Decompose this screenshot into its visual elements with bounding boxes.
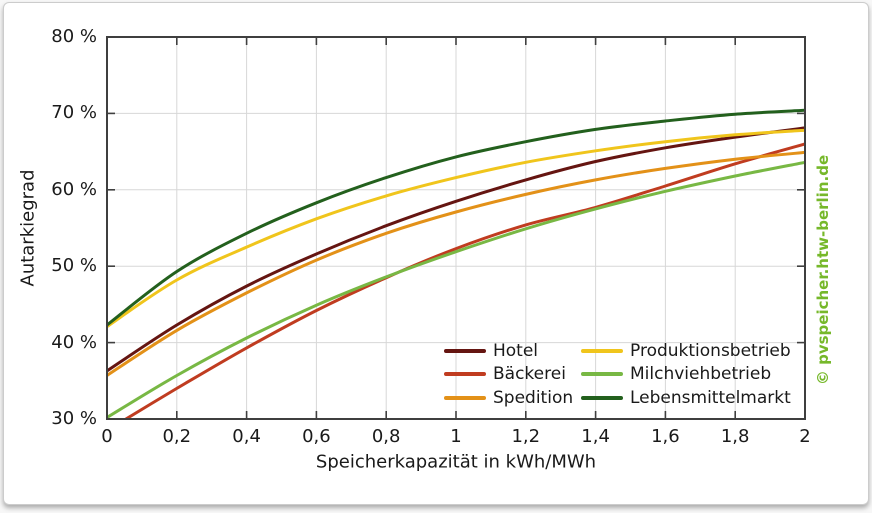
x-tick-label: 1,8: [720, 426, 750, 447]
y-tick-label: 50 %: [51, 255, 97, 277]
x-tick-label: 0,4: [232, 426, 261, 447]
curve-produktionsbetrieb: [107, 128, 805, 329]
legend-column: Hotel Bäckerei Spedition: [444, 339, 581, 410]
legend-line-swatch: [444, 395, 486, 400]
x-tick-label: 0,6: [302, 426, 331, 447]
curve-b-ckerei: [123, 142, 805, 419]
legend-label: Bäckerei: [493, 364, 566, 385]
y-tick-label: 70 %: [51, 102, 97, 124]
legend-line-swatch: [581, 395, 623, 400]
legend-line-swatch: [444, 348, 486, 353]
legend-line-swatch: [444, 372, 486, 377]
curve-milchviehbetrieb: [107, 160, 805, 419]
x-tick-label: 1,2: [511, 426, 541, 447]
legend-line-swatch: [581, 348, 623, 353]
y-tick-label: 80 %: [51, 26, 97, 47]
legend-item: Hotel: [444, 339, 581, 363]
curve-spedition: [107, 150, 805, 377]
legend-item: Milchviehbetrieb: [581, 363, 791, 387]
legend-label: Hotel: [493, 340, 539, 361]
x-tick-label: 0,2: [162, 426, 192, 447]
x-tick-label: 1,4: [581, 426, 610, 447]
x-tick-label: 0,8: [371, 426, 401, 447]
legend-item: Lebensmittelmarkt: [581, 386, 791, 410]
legend-column: Produktionsbetrieb Milchviehbetrieb Lebens…: [581, 339, 791, 410]
x-tick-label: 1,6: [651, 426, 680, 447]
curve-hotel: [107, 126, 805, 373]
x-tick-label: 1: [450, 426, 462, 447]
legend-label: Produktionsbetrieb: [630, 340, 791, 361]
legend: Hotel Bäckerei Spedition Produktionsbetrieb…: [444, 339, 791, 410]
legend-item: Bäckerei: [444, 363, 581, 387]
x-tick-label: 0: [101, 426, 113, 447]
legend-label: Milchviehbetrieb: [630, 364, 772, 385]
y-tick-label: 40 %: [51, 331, 97, 353]
watermark-credit: © pvspeicher.htw-berlin.de: [814, 154, 832, 386]
legend-line-swatch: [581, 372, 623, 377]
x-tick-label: 2: [799, 426, 811, 447]
legend-item: Produktionsbetrieb: [581, 339, 791, 363]
y-tick-label: 60 %: [51, 178, 97, 200]
x-axis-title: Speicherkapazität in kWh/MWh: [315, 451, 597, 473]
legend-label: Spedition: [493, 387, 574, 408]
figure-card: [3, 2, 869, 505]
y-tick-label: 30 %: [51, 408, 97, 429]
legend-item: Spedition: [444, 386, 581, 410]
legend-label: Lebensmittelmarkt: [630, 387, 791, 408]
curve-lebensmittelmarkt: [107, 108, 805, 327]
